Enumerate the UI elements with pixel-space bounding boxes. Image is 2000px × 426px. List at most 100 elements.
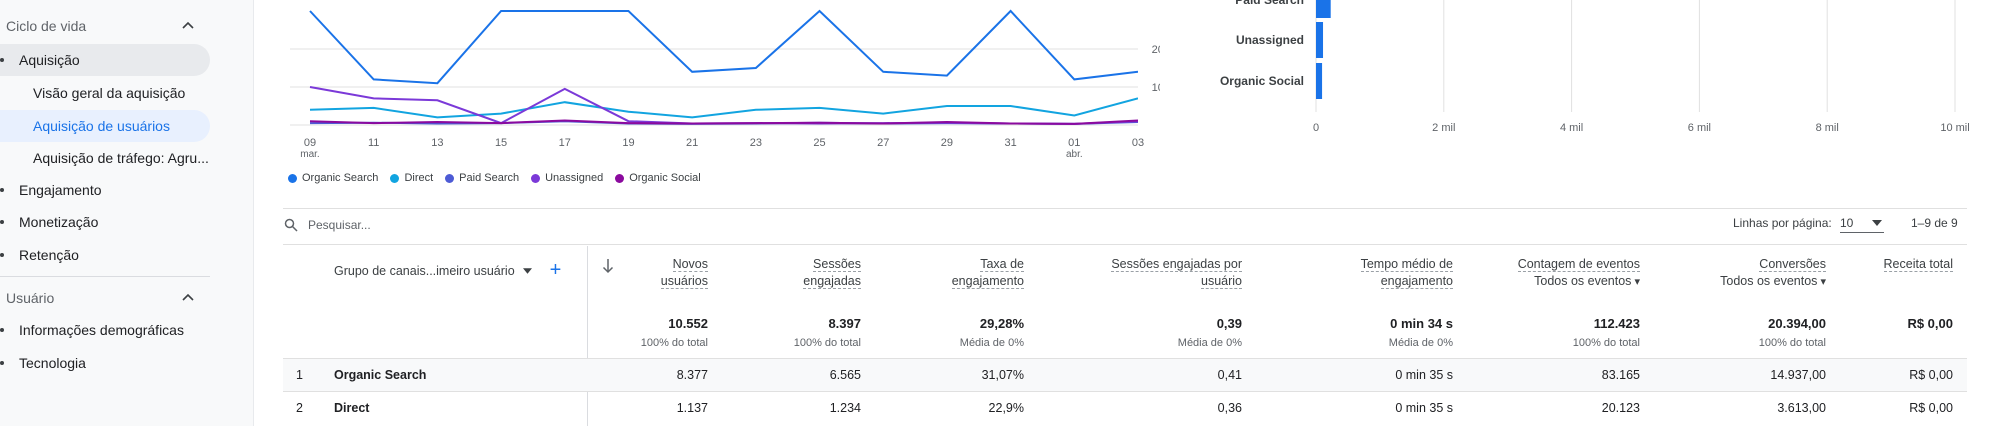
x-tick-label: 23 xyxy=(750,137,762,149)
sidebar-item-monetizacao[interactable]: Monetização xyxy=(0,206,210,238)
search-input[interactable]: Pesquisar... xyxy=(308,218,371,232)
column-header-label: usuários xyxy=(660,274,708,289)
sort-arrow-down-icon[interactable] xyxy=(602,258,614,274)
column-total-sub: 100% do total xyxy=(1758,337,1826,349)
bullet-icon xyxy=(0,188,4,192)
sidebar-item-label: Informações demográficas xyxy=(19,322,184,338)
y-tick-label: 100 xyxy=(1152,82,1160,94)
x-tick-label: 19 xyxy=(622,137,634,149)
section-usuario[interactable]: Usuário xyxy=(0,282,210,314)
separator xyxy=(283,244,1967,245)
column-divider xyxy=(587,246,588,426)
sidebar-item-retencao[interactable]: Retenção xyxy=(0,239,210,271)
section-usuario-label: Usuário xyxy=(6,290,55,306)
table-cell: 0,36 xyxy=(1217,401,1242,415)
legend-swatch xyxy=(390,173,400,183)
add-dimension-icon[interactable]: + xyxy=(549,259,562,281)
bullet-icon xyxy=(0,58,4,62)
caret-down-icon[interactable]: ▾ xyxy=(1631,276,1640,288)
column-header[interactable]: Novos usuários xyxy=(548,256,708,290)
column-header[interactable]: Contagem de eventos Todos os eventos ▾ xyxy=(1460,256,1640,291)
separator xyxy=(283,391,1967,392)
bullet-icon xyxy=(0,328,4,332)
column-header-label: Novos xyxy=(672,257,708,272)
sidebar-item-demograficas[interactable]: Informações demográficas xyxy=(0,314,210,346)
legend-item[interactable]: Paid Search xyxy=(445,172,519,184)
column-header-label: Sessões xyxy=(813,257,861,272)
x-tick-label: 8 mil xyxy=(1816,122,1839,134)
bar[interactable] xyxy=(1316,0,1331,18)
sidebar-item-aquisicao-usuarios[interactable]: Aquisição de usuários xyxy=(0,110,210,142)
dimension-selector[interactable]: Grupo de canais...imeiro usuário + xyxy=(334,259,561,282)
legend-label: Organic Search xyxy=(302,172,379,184)
legend-swatch xyxy=(445,173,455,183)
x-tick-label: 2 mil xyxy=(1432,122,1455,134)
rows-per-page-label: Linhas por página: xyxy=(1733,216,1832,230)
sidebar-item-label: Aquisição xyxy=(19,52,80,68)
column-total-sub: Média de 0% xyxy=(1177,337,1242,349)
table-row[interactable] xyxy=(283,359,1967,391)
column-header-label: Taxa de xyxy=(980,257,1024,272)
column-header-label: Contagem de eventos xyxy=(1517,257,1640,272)
sidebar-item-tecnologia[interactable]: Tecnologia xyxy=(0,347,210,379)
sidebar-item-label: Retenção xyxy=(19,247,79,263)
table-cell: 0 min 35 s xyxy=(1395,368,1453,382)
table-cell: 1.234 xyxy=(829,401,861,415)
column-header[interactable]: Sessões engajadas xyxy=(701,256,861,290)
search-bar[interactable]: Pesquisar... xyxy=(284,218,371,232)
table-cell: 0 min 35 s xyxy=(1395,401,1453,415)
column-header[interactable]: Sessões engajadas por usuário xyxy=(1022,256,1242,290)
x-tick-label: 0 xyxy=(1313,122,1319,134)
column-total-sub: 100% do total xyxy=(640,337,708,349)
bar[interactable] xyxy=(1316,22,1324,58)
column-header-label: engajamento xyxy=(1380,274,1453,289)
legend-item[interactable]: Organic Social xyxy=(615,172,701,184)
column-total: 29,28% xyxy=(979,316,1024,331)
bullet-icon xyxy=(0,361,4,365)
row-dimension-value[interactable]: Direct xyxy=(334,401,370,415)
table-cell: 3.613,00 xyxy=(1777,401,1826,415)
table-cell: 83.165 xyxy=(1601,368,1640,382)
table-cell: 6.565 xyxy=(829,368,861,382)
column-header[interactable]: Conversões Todos os eventos ▾ xyxy=(1646,256,1826,291)
line-chart-legend: Organic Search Direct Paid Search Unassigne… xyxy=(288,172,701,184)
sidebar-item-label: Aquisição de tráfego: Agru... xyxy=(33,150,209,166)
x-tick-label: 15 xyxy=(495,137,507,149)
column-header-label: Todos os eventos xyxy=(1720,274,1818,288)
column-header[interactable]: Taxa de engajamento xyxy=(854,256,1024,290)
row-index: 2 xyxy=(296,401,303,415)
section-lifecycle[interactable]: Ciclo de vida xyxy=(0,10,210,42)
x-tick-label: 03 xyxy=(1132,137,1144,149)
column-header-label: engajamento xyxy=(951,274,1024,289)
legend-swatch xyxy=(531,173,541,183)
bar-category-label: Organic Social xyxy=(1220,74,1304,88)
caret-down-icon[interactable]: ▾ xyxy=(1817,276,1826,288)
bar-category-label: Unassigned xyxy=(1236,33,1304,47)
column-total: 0 min 34 s xyxy=(1390,316,1453,331)
column-header-label: Conversões xyxy=(1759,257,1826,272)
row-index: 1 xyxy=(296,368,303,382)
bar[interactable] xyxy=(1316,63,1323,99)
x-tick-label: 11 xyxy=(368,137,379,149)
sidebar-item-aquisicao-trafego[interactable]: Aquisição de tráfego: Agru... xyxy=(0,142,210,174)
x-tick-label: 4 mil xyxy=(1560,122,1583,134)
sidebar-item-aquisicao[interactable]: Aquisição xyxy=(0,44,210,76)
series-line-direct xyxy=(309,97,1138,119)
legend-item[interactable]: Organic Search xyxy=(288,172,378,184)
x-tick-label: 17 xyxy=(559,137,571,149)
column-total: 112.423 xyxy=(1593,316,1640,331)
bullet-icon xyxy=(0,253,4,257)
legend-item[interactable]: Unassigned xyxy=(531,172,603,184)
column-header-label: engajadas xyxy=(803,274,861,289)
table-cell: 20.123 xyxy=(1601,401,1640,415)
sidebar-item-label: Tecnologia xyxy=(19,355,86,371)
sidebar-item-engajamento[interactable]: Engajamento xyxy=(0,174,210,206)
sidebar-item-visao-geral[interactable]: Visão geral da aquisição xyxy=(0,77,210,109)
column-header-label: Todos os eventos xyxy=(1534,274,1632,288)
separator xyxy=(283,358,1967,359)
rows-per-page-select[interactable]: 10 xyxy=(1840,216,1884,233)
legend-item[interactable]: Direct xyxy=(390,172,433,184)
column-header[interactable]: Tempo médio de engajamento xyxy=(1233,256,1453,290)
row-dimension-value[interactable]: Organic Search xyxy=(334,368,427,382)
column-header[interactable]: Receita total xyxy=(1823,256,1953,273)
